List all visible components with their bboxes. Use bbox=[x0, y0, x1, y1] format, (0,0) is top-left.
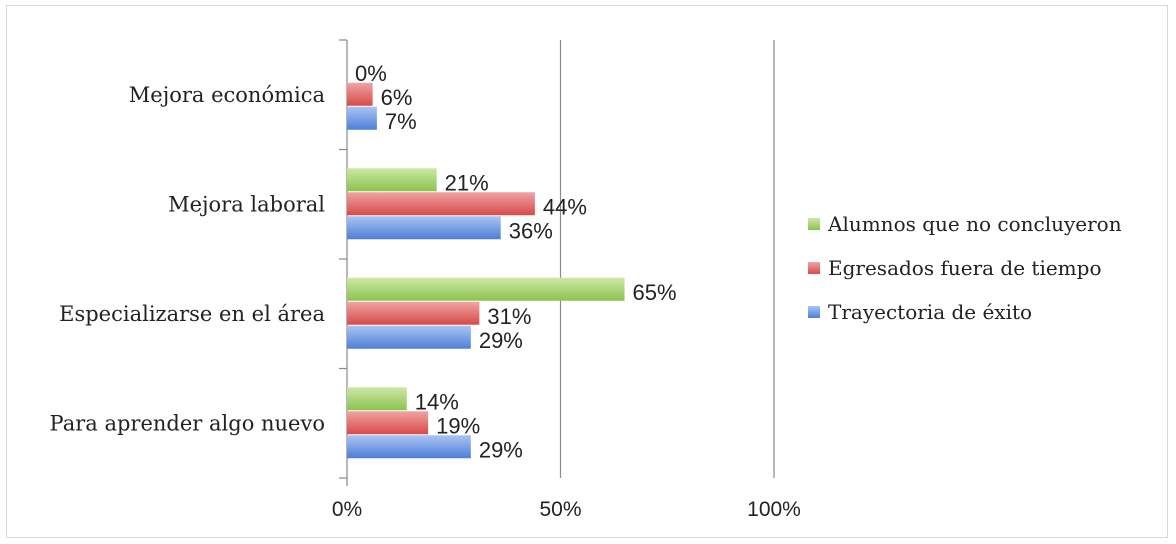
chart-frame bbox=[6, 5, 1168, 538]
x-tick-label: 0% bbox=[332, 498, 362, 521]
legend-label-egresados-fuera-de-tiempo: Egresados fuera de tiempo bbox=[828, 256, 1102, 280]
legend-swatch-alumnos-que-no-concluyeron bbox=[808, 218, 820, 230]
legend-swatch-egresados-fuera-de-tiempo bbox=[808, 262, 820, 274]
bar-trayectoria-de-exito-especializarse-en-el-area bbox=[347, 325, 471, 349]
data-label-egresados-fuera-de-tiempo-especializarse-en-el-area: 31% bbox=[487, 304, 531, 329]
bar-alumnos-que-no-concluyeron-mejora-laboral bbox=[347, 168, 437, 192]
bar-trayectoria-de-exito-para-aprender-algo-nuevo bbox=[347, 435, 471, 459]
bar-alumnos-que-no-concluyeron-especializarse-en-el-area bbox=[347, 277, 625, 301]
data-label-trayectoria-de-exito-mejora-laboral: 36% bbox=[509, 218, 553, 243]
bar-trayectoria-de-exito-mejora-economica bbox=[347, 106, 377, 130]
data-label-trayectoria-de-exito-para-aprender-algo-nuevo: 29% bbox=[479, 437, 523, 462]
legend-label-alumnos-que-no-concluyeron: Alumnos que no concluyeron bbox=[827, 212, 1122, 236]
category-label-para-aprender-algo-nuevo: Para aprender algo nuevo bbox=[50, 411, 325, 435]
data-label-alumnos-que-no-concluyeron-especializarse-en-el-area: 65% bbox=[633, 280, 677, 305]
data-label-alumnos-que-no-concluyeron-para-aprender-algo-nuevo: 14% bbox=[415, 389, 459, 414]
bar-trayectoria-de-exito-mejora-laboral bbox=[347, 216, 501, 240]
data-label-alumnos-que-no-concluyeron-mejora-economica: 0% bbox=[355, 61, 387, 86]
data-label-trayectoria-de-exito-especializarse-en-el-area: 29% bbox=[479, 328, 523, 353]
category-label-especializarse-en-el-area: Especializarse en el área bbox=[59, 302, 325, 326]
data-label-alumnos-que-no-concluyeron-mejora-laboral: 21% bbox=[445, 170, 489, 195]
data-label-egresados-fuera-de-tiempo-mejora-economica: 6% bbox=[381, 85, 413, 110]
data-label-trayectoria-de-exito-mejora-economica: 7% bbox=[385, 109, 417, 134]
bar-alumnos-que-no-concluyeron-para-aprender-algo-nuevo bbox=[347, 387, 407, 411]
category-label-mejora-laboral: Mejora laboral bbox=[168, 192, 325, 216]
x-tick-label: 50% bbox=[539, 498, 581, 521]
legend-swatch-trayectoria-de-exito bbox=[808, 306, 820, 318]
legend-label-trayectoria-de-exito: Trayectoria de éxito bbox=[828, 300, 1032, 324]
bar-egresados-fuera-de-tiempo-mejora-economica bbox=[347, 82, 373, 106]
data-label-egresados-fuera-de-tiempo-para-aprender-algo-nuevo: 19% bbox=[436, 413, 480, 438]
bar-egresados-fuera-de-tiempo-especializarse-en-el-area bbox=[347, 301, 480, 325]
bar-egresados-fuera-de-tiempo-para-aprender-algo-nuevo bbox=[347, 411, 429, 435]
x-tick-label: 100% bbox=[747, 498, 801, 521]
category-label-mejora-economica: Mejora económica bbox=[129, 83, 325, 107]
bar-egresados-fuera-de-tiempo-mejora-laboral bbox=[347, 192, 535, 216]
data-label-egresados-fuera-de-tiempo-mejora-laboral: 44% bbox=[543, 194, 587, 219]
